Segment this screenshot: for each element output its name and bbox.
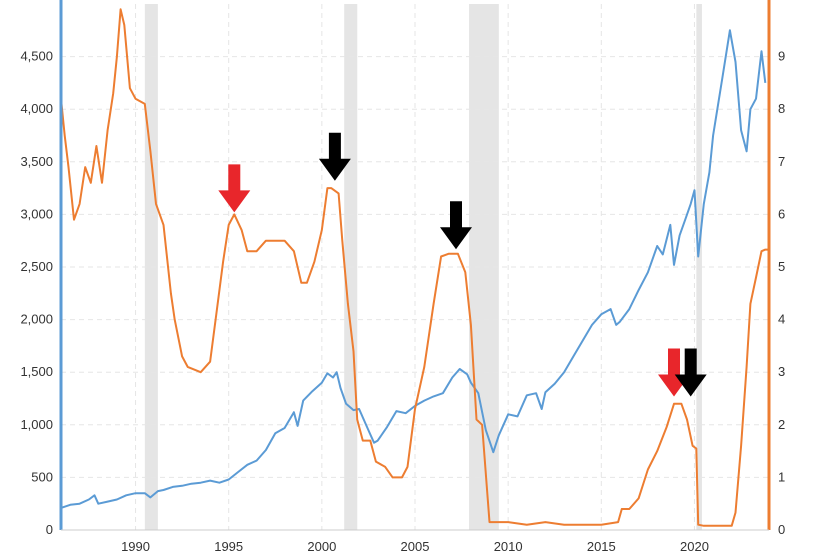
- black-down-arrow: [440, 201, 472, 250]
- y2-tick-label: 4: [778, 312, 785, 327]
- recession-band: [696, 4, 702, 530]
- y2-tick-label: 7: [778, 154, 785, 169]
- series-line-left-axis: [60, 29, 767, 509]
- annotations: [218, 132, 707, 397]
- axes: 0 500 1,000 1,500 2,000 2,500 3,000 3,500 4,000 4…: [20, 0, 785, 554]
- x-tick-label: 2000: [307, 539, 336, 554]
- y-tick-label: 2,500: [20, 259, 53, 274]
- grid: [61, 4, 769, 530]
- y2-tick-label: 5: [778, 259, 785, 274]
- y2-tick-label: 6: [778, 206, 785, 221]
- y2-tick-label: 3: [778, 364, 785, 379]
- y-tick-label: 1,000: [20, 417, 53, 432]
- y-tick-label: 3,500: [20, 154, 53, 169]
- y2-tick-label: 2: [778, 417, 785, 432]
- x-tick-label: 2010: [494, 539, 523, 554]
- x-tick-label: 2005: [401, 539, 430, 554]
- y2-tick-label: 0: [778, 522, 785, 537]
- x-tick-label: 2015: [587, 539, 616, 554]
- y-tick-label: 4,500: [20, 49, 53, 64]
- y-tick-label: 1,500: [20, 364, 53, 379]
- y-tick-label: 2,000: [20, 312, 53, 327]
- series: [60, 8, 769, 527]
- x-tick-label: 2020: [680, 539, 709, 554]
- y2-tick-label: 8: [778, 101, 785, 116]
- black-down-arrow: [318, 132, 351, 181]
- black-down-arrow: [674, 348, 707, 397]
- y-tick-label: 0: [46, 522, 53, 537]
- y2-tick-label: 1: [778, 469, 785, 484]
- x-tick-label: 1990: [121, 539, 150, 554]
- x-tick-label: 1995: [214, 539, 243, 554]
- y2-tick-label: 9: [778, 49, 785, 64]
- y-tick-label: 3,000: [20, 206, 53, 221]
- y-tick-label: 500: [31, 469, 53, 484]
- red-down-arrow: [218, 164, 251, 213]
- y-tick-label: 4,000: [20, 101, 53, 116]
- series-line-right-axis: [60, 8, 769, 527]
